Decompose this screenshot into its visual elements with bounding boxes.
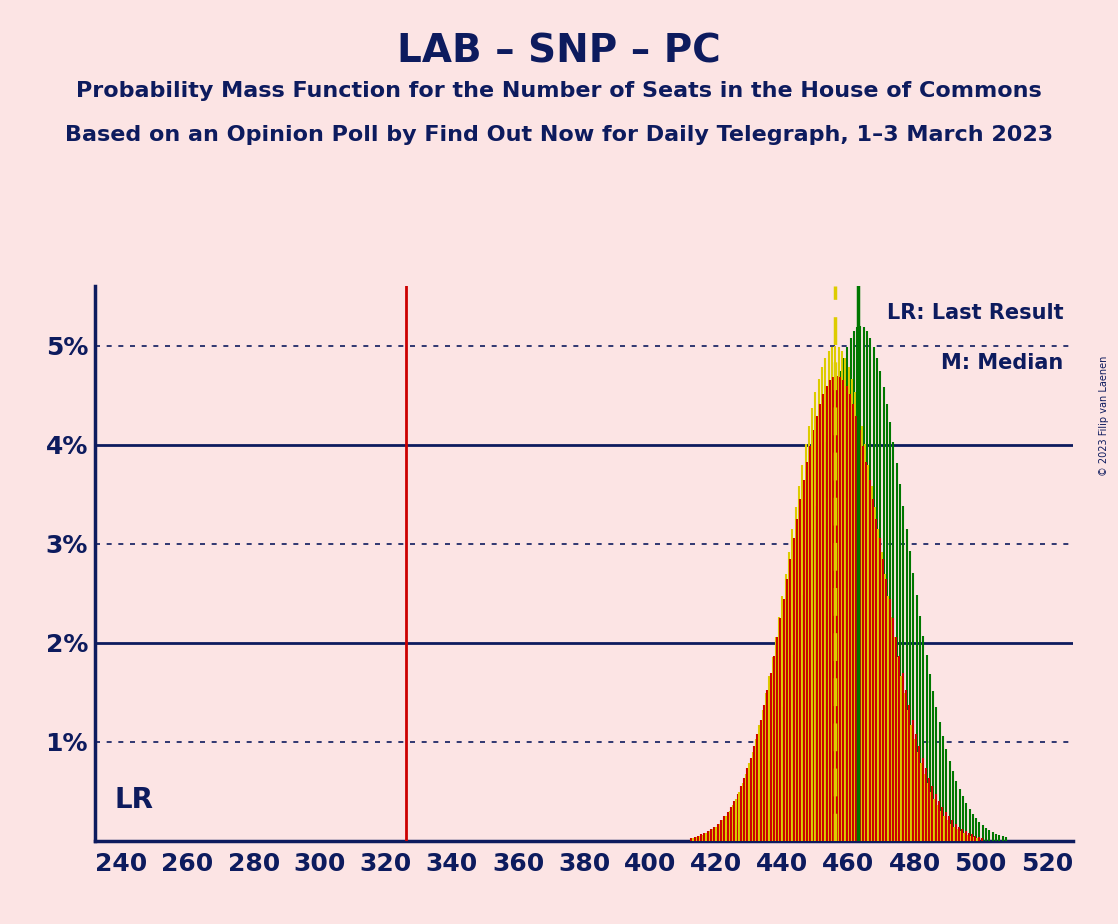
Text: Probability Mass Function for the Number of Seats in the House of Commons: Probability Mass Function for the Number…	[76, 81, 1042, 102]
Text: LAB – SNP – PC: LAB – SNP – PC	[397, 32, 721, 70]
Text: LR: LR	[114, 785, 153, 813]
Text: © 2023 Filip van Laenen: © 2023 Filip van Laenen	[1099, 356, 1109, 476]
Text: LR: Last Result: LR: Last Result	[887, 303, 1063, 323]
Text: M: Median: M: Median	[941, 353, 1063, 373]
Text: Based on an Opinion Poll by Find Out Now for Daily Telegraph, 1–3 March 2023: Based on an Opinion Poll by Find Out Now…	[65, 125, 1053, 145]
